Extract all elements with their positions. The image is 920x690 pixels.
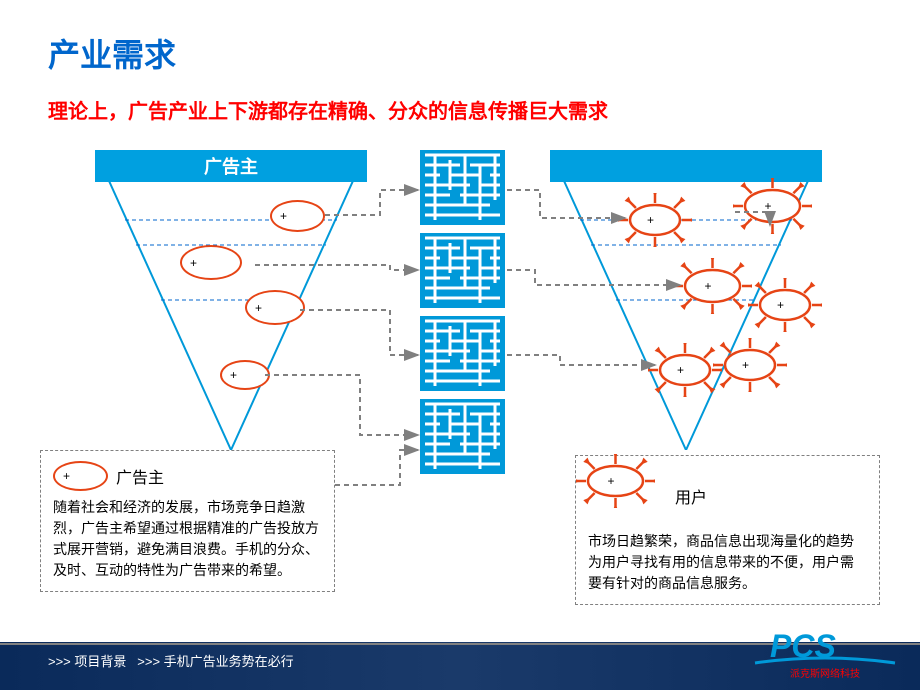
svg-text:+: + <box>742 358 749 372</box>
advertiser-node: + <box>220 360 270 390</box>
user-node: + <box>713 338 787 397</box>
page-title: 产业需求 <box>48 30 176 76</box>
breadcrumb-prefix-2: >>> <box>137 654 160 669</box>
svg-text:+: + <box>765 199 772 213</box>
advertiser-node: + <box>270 200 325 232</box>
maze-block <box>420 233 505 308</box>
user-node: + <box>576 454 655 513</box>
bottom-right-label: 用户 <box>675 484 707 508</box>
breadcrumb-item-1: 项目背景 <box>74 654 126 669</box>
bottom-left-label: 广告主 <box>116 464 164 488</box>
svg-text:+: + <box>647 213 654 227</box>
svg-text:+: + <box>705 279 712 293</box>
bottom-right-box: + 用户 市场日趋繁荣，商品信息出现海量化的趋势为用户寻找有用的信息带来的不便，… <box>575 455 880 605</box>
svg-text:+: + <box>608 474 615 488</box>
user-node: + <box>648 343 722 402</box>
funnel-left-header: 广告主 <box>95 150 367 182</box>
advertiser-node: + <box>245 290 305 325</box>
user-node: + <box>673 258 752 319</box>
breadcrumb-item-2: 手机广告业务势在必行 <box>164 654 294 669</box>
maze-block <box>420 316 505 391</box>
maze-block <box>420 399 505 474</box>
advertiser-node: + <box>53 461 108 491</box>
bottom-left-text: 随着社会和经济的发展，市场竞争日趋激烈，广告主希望通过根据精准的广告投放方式展开… <box>53 497 322 581</box>
svg-text:+: + <box>777 298 784 312</box>
maze-block <box>420 150 505 225</box>
page-subtitle: 理论上，广告产业上下游都存在精确、分众的信息传播巨大需求 <box>48 95 608 124</box>
funnel-left-shape <box>95 150 367 450</box>
advertiser-node: + <box>180 245 242 280</box>
bottom-right-text: 市场日趋繁荣，商品信息出现海量化的趋势为用户寻找有用的信息带来的不便，用户需要有… <box>588 531 867 594</box>
maze-column <box>420 150 505 482</box>
user-node: + <box>748 278 822 337</box>
bottom-left-box: + 广告主 随着社会和经济的发展，市场竞争日趋激烈，广告主希望通过根据精准的广告… <box>40 450 335 592</box>
breadcrumb-prefix: >>> <box>48 654 71 669</box>
user-node: + <box>733 178 812 239</box>
logo: PCS 派克斯网络科技 <box>750 625 900 685</box>
svg-text:+: + <box>677 363 684 377</box>
logo-icon: PCS 派克斯网络科技 <box>750 625 900 680</box>
breadcrumb: >>> 项目背景 >>> 手机广告业务势在必行 <box>48 651 294 670</box>
user-node: + <box>618 193 692 252</box>
logo-subtext: 派克斯网络科技 <box>790 667 860 680</box>
